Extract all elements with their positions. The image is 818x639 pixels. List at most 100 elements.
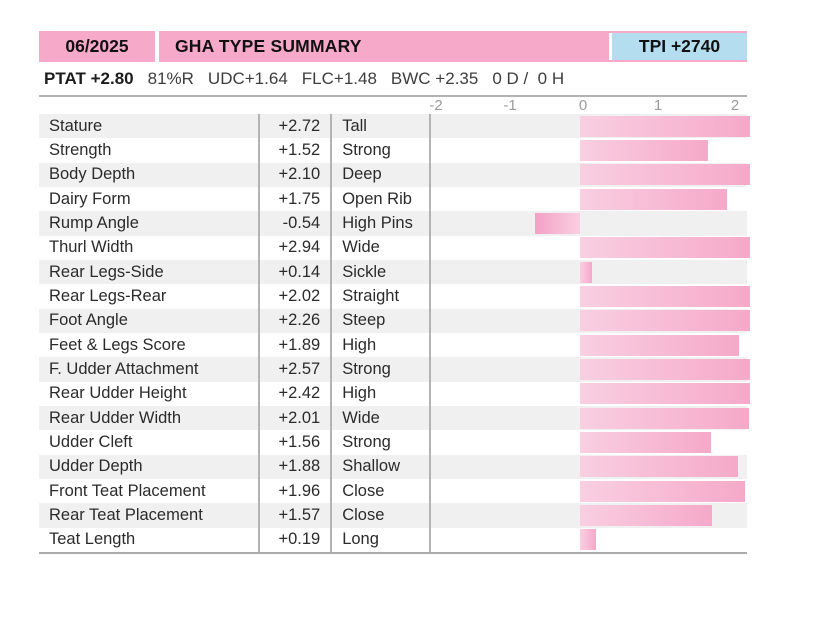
table-row: Stature +2.72 Tall xyxy=(39,114,750,139)
trait-descriptor: Close xyxy=(330,478,429,504)
trait-descriptor: Straight xyxy=(330,284,429,309)
trait-descriptor: High xyxy=(330,332,429,358)
header-bar: 06/2025 GHA TYPE SUMMARY TPI +2740 xyxy=(39,31,747,62)
axis-tick: 0 xyxy=(578,97,588,114)
page-title: GHA TYPE SUMMARY xyxy=(175,36,362,56)
type-summary-sheet: 06/2025 GHA TYPE SUMMARY TPI +2740 PTAT … xyxy=(39,31,750,554)
table-row: Rear Udder Height +2.42 High xyxy=(39,381,750,406)
trait-descriptor: Strong xyxy=(330,357,429,382)
trait-value: +1.56 xyxy=(258,430,330,455)
trait-descriptor: Wide xyxy=(330,235,429,260)
trait-value: +2.72 xyxy=(258,114,330,139)
trait-bar-cell xyxy=(428,308,750,333)
trait-bar-cell xyxy=(428,186,747,212)
trait-descriptor: Steep xyxy=(330,308,429,333)
trait-bar xyxy=(579,407,749,429)
trait-descriptor: Tall xyxy=(330,114,429,139)
table-row: Rear Udder Width +2.01 Wide xyxy=(39,405,749,431)
table-row: Rear Legs-Rear +2.02 Straight xyxy=(39,284,750,309)
trait-name: Teat Length xyxy=(49,530,136,549)
trait-value: -0.54 xyxy=(258,211,330,236)
trait-name: Rump Angle xyxy=(49,213,139,232)
trait-bar-cell xyxy=(428,381,750,406)
trait-bar xyxy=(579,383,750,405)
trait-descriptor: Deep xyxy=(330,162,429,187)
trait-bar xyxy=(579,115,750,137)
trait-bar-cell xyxy=(428,454,747,479)
tpi-badge: TPI +2740 xyxy=(612,33,747,60)
trait-value: +2.01 xyxy=(258,405,330,431)
trait-bar xyxy=(579,529,596,551)
trait-bar xyxy=(579,334,739,356)
evaluation-date: 06/2025 xyxy=(65,36,129,56)
ptat-value: PTAT +2.80 xyxy=(44,68,134,88)
trait-value: +1.89 xyxy=(258,332,330,358)
table-row: F. Udder Attachment +2.57 Strong xyxy=(39,357,750,382)
axis-tick: 2 xyxy=(730,97,740,114)
axis-tick: -2 xyxy=(429,97,443,114)
trait-bar-cell xyxy=(428,503,747,528)
trait-descriptor: Open Rib xyxy=(330,186,429,212)
table-row: Thurl Width +2.94 Wide xyxy=(39,235,750,260)
trait-name: Rear Teat Placement xyxy=(49,505,203,524)
trait-name: Foot Angle xyxy=(49,311,128,330)
trait-value: +0.14 xyxy=(258,259,330,285)
trait-bar-cell xyxy=(428,162,750,187)
table-row: Teat Length +0.19 Long xyxy=(39,527,747,552)
trait-bar xyxy=(579,358,750,380)
summary-stats-line: PTAT +2.80 81%R UDC+1.64 FLC+1.48 BWC +2… xyxy=(39,62,747,95)
trait-bar xyxy=(534,213,580,234)
trait-bar-cell xyxy=(428,332,747,358)
trait-value: +1.52 xyxy=(258,138,330,163)
trait-descriptor: Close xyxy=(330,503,429,528)
trait-descriptor: High xyxy=(330,381,429,406)
table-row: Rear Legs-Side +0.14 Sickle xyxy=(39,259,747,285)
reliability-value: 81%R xyxy=(147,68,194,88)
separator-line xyxy=(39,95,747,97)
trait-name: Rear Legs-Side xyxy=(49,262,164,281)
axis-tick-row: -2 -1 0 1 2 xyxy=(428,97,747,114)
trait-bar-cell xyxy=(428,405,749,431)
table-row: Front Teat Placement +1.96 Close xyxy=(39,478,747,504)
trait-name: Body Depth xyxy=(49,165,136,184)
trait-name: Rear Udder Height xyxy=(49,384,187,403)
udc-value: UDC+1.64 xyxy=(207,68,288,88)
table-row: Body Depth +2.10 Deep xyxy=(39,162,750,187)
trait-name: Thurl Width xyxy=(49,238,134,257)
trait-descriptor: Wide xyxy=(330,405,429,431)
trait-name: Stature xyxy=(49,116,103,135)
table-row: Feet & Legs Score +1.89 High xyxy=(39,332,747,358)
trait-name: Udder Cleft xyxy=(49,432,133,451)
flc-value: FLC+1.48 xyxy=(301,68,377,88)
trait-bar-cell xyxy=(428,114,750,139)
trait-name: Strength xyxy=(49,140,112,159)
trait-descriptor: Strong xyxy=(330,430,429,455)
daughters-herds-count: 0 D / 0 H xyxy=(492,68,565,88)
table-row: Foot Angle +2.26 Steep xyxy=(39,308,750,333)
trait-name: F. Udder Attachment xyxy=(49,359,199,378)
trait-bar xyxy=(579,164,750,186)
trait-value: +1.75 xyxy=(258,186,330,212)
trait-descriptor: Sickle xyxy=(330,259,429,285)
trait-name: Dairy Form xyxy=(49,189,131,208)
trait-name: Front Teat Placement xyxy=(49,481,206,500)
trait-name: Rear Udder Width xyxy=(49,408,182,427)
table-row: Rump Angle -0.54 High Pins xyxy=(39,211,747,236)
trait-bar xyxy=(579,140,708,162)
trait-name: Rear Legs-Rear xyxy=(49,286,167,305)
trait-bar-cell xyxy=(428,138,747,163)
trait-bar-cell xyxy=(428,357,750,382)
header-divider xyxy=(155,31,159,62)
table-row: Rear Teat Placement +1.57 Close xyxy=(39,503,747,528)
trait-descriptor: Shallow xyxy=(330,454,429,479)
trait-bar-cell xyxy=(428,527,747,552)
trait-bar xyxy=(579,504,712,526)
table-row: Udder Cleft +1.56 Strong xyxy=(39,430,747,455)
trait-value: +1.57 xyxy=(258,503,330,528)
trait-table: Stature +2.72 Tall Strength +1.52 Strong… xyxy=(39,114,750,554)
trait-descriptor: High Pins xyxy=(330,211,429,236)
trait-bar xyxy=(579,237,750,259)
trait-value: +1.88 xyxy=(258,454,330,479)
trait-bar-cell xyxy=(428,235,750,260)
trait-value: +0.19 xyxy=(258,527,330,552)
